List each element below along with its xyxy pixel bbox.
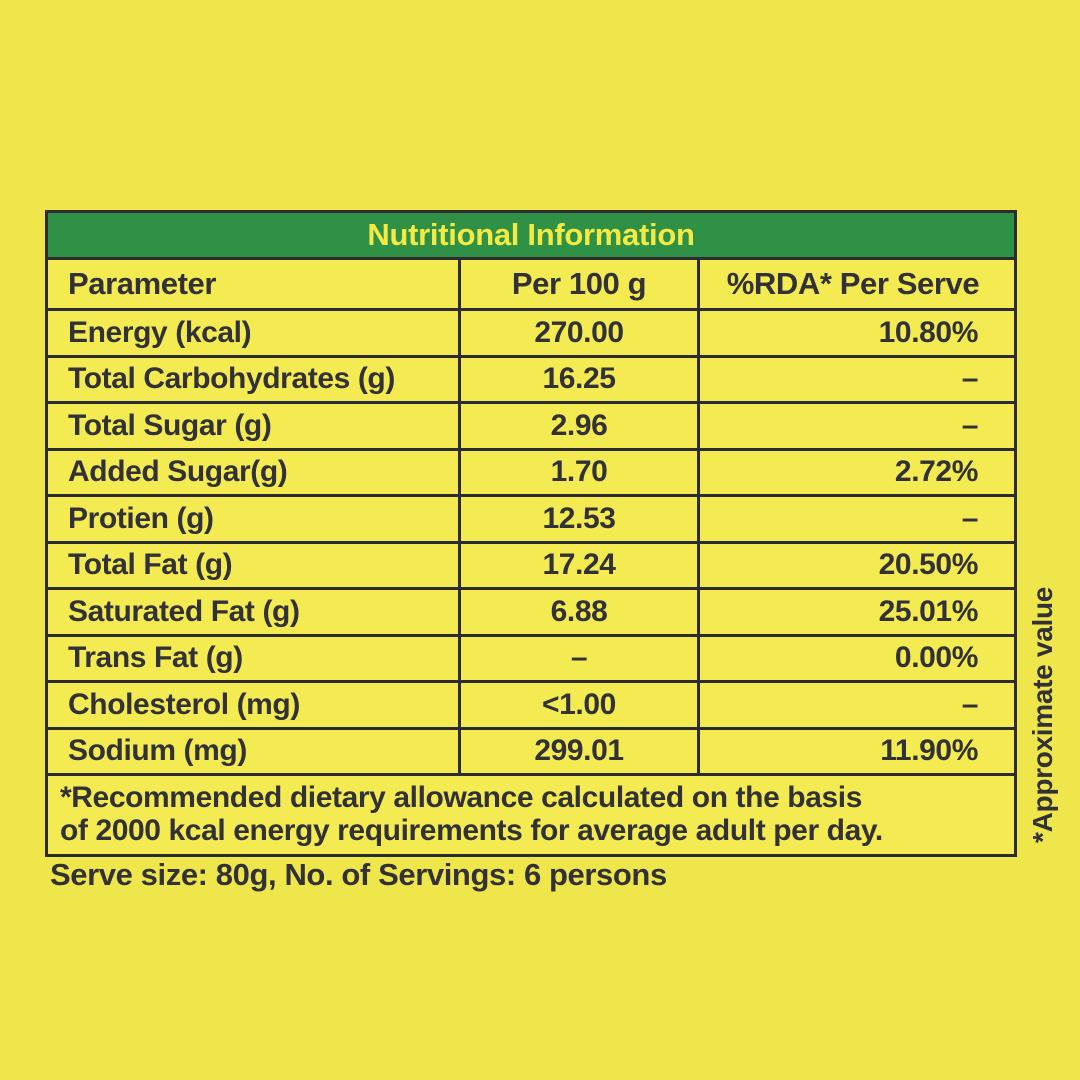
table-row-total-carbohydrates: Total Carbohydrates (g) 16.25 – [48, 357, 1014, 404]
parameter-cell: Trans Fat (g) [68, 641, 243, 675]
parameter-cell: Total Fat (g) [68, 548, 233, 582]
parameter-cell: Added Sugar(g) [68, 455, 288, 489]
per-100g-cell: 16.25 [458, 357, 697, 401]
parameter-cell: Energy (kcal) [68, 315, 252, 349]
per-100g-cell: 12.53 [458, 497, 697, 541]
per-100g-cell: 6.88 [458, 590, 697, 634]
per-100g-cell: 17.24 [458, 543, 697, 587]
per-100g-cell: 2.96 [458, 404, 697, 448]
rda-cell: – [697, 497, 1014, 541]
parameter-cell: Saturated Fat (g) [68, 594, 300, 628]
header-per-100g: Per 100 g [458, 260, 697, 308]
header-parameter: Parameter [68, 266, 217, 301]
per-100g-cell: – [458, 636, 697, 680]
parameter-cell: Sodium (mg) [68, 734, 247, 768]
parameter-cell: Cholesterol (mg) [68, 687, 300, 721]
table-row-total-fat: Total Fat (g) 17.24 20.50% [48, 543, 1014, 590]
rda-cell: 2.72% [697, 450, 1014, 494]
nutrition-table: Nutritional Information Parameter Per 10… [45, 210, 1017, 857]
table-title-bar: Nutritional Information [48, 213, 1014, 260]
table-row-cholesterol: Cholesterol (mg) <1.00 – [48, 683, 1014, 730]
approximate-value-note: *Approximate value [1027, 586, 1058, 844]
per-100g-cell: 270.00 [458, 311, 697, 355]
rda-cell: 20.50% [697, 543, 1014, 587]
rda-cell: 0.00% [697, 636, 1014, 680]
header-rda-per-serve: %RDA* Per Serve [697, 260, 1014, 308]
table-row-protien: Protien (g) 12.53 – [48, 497, 1014, 544]
parameter-cell: Total Sugar (g) [68, 408, 272, 442]
per-100g-cell: 1.70 [458, 450, 697, 494]
rda-footnote-line2: of 2000 kcal energy requirements for ave… [60, 814, 883, 847]
serve-size-info: Serve size: 80g, No. of Servings: 6 pers… [50, 857, 667, 892]
table-header-row: Parameter Per 100 g %RDA* Per Serve [48, 260, 1014, 311]
rda-footnote-line1: *Recommended dietary allowance calculate… [60, 781, 863, 814]
rda-cell: – [697, 357, 1014, 401]
per-100g-cell: 299.01 [458, 729, 697, 773]
table-row-added-sugar: Added Sugar(g) 1.70 2.72% [48, 450, 1014, 497]
rda-cell: 25.01% [697, 590, 1014, 634]
table-row-sodium: Sodium (mg) 299.01 11.90% [48, 729, 1014, 776]
rda-cell: – [697, 404, 1014, 448]
per-100g-cell: <1.00 [458, 683, 697, 727]
parameter-cell: Total Carbohydrates (g) [68, 362, 395, 396]
rda-cell: 10.80% [697, 311, 1014, 355]
table-row-saturated-fat: Saturated Fat (g) 6.88 25.01% [48, 590, 1014, 637]
rda-cell: 11.90% [697, 729, 1014, 773]
rda-footnote: *Recommended dietary allowance calculate… [48, 776, 1014, 854]
table-title: Nutritional Information [367, 217, 695, 252]
table-row-total-sugar: Total Sugar (g) 2.96 – [48, 404, 1014, 451]
parameter-cell: Protien (g) [68, 501, 214, 535]
table-row-trans-fat: Trans Fat (g) – 0.00% [48, 636, 1014, 683]
rda-cell: – [697, 683, 1014, 727]
table-row-energy: Energy (kcal) 270.00 10.80% [48, 311, 1014, 358]
